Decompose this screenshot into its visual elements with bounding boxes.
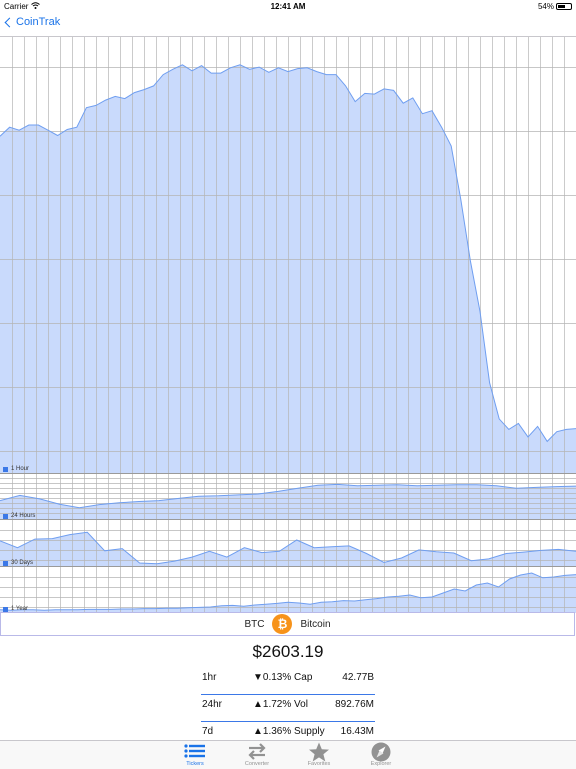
stat-change: ▼0.13% Cap xyxy=(253,672,313,683)
battery-icon xyxy=(556,3,572,10)
coin-price: $2603.19 xyxy=(252,642,324,661)
chart-30-days-legend: 30 Days xyxy=(3,560,33,566)
chart-grid xyxy=(0,567,576,613)
navigation-bar: CoinTrak xyxy=(0,12,576,37)
carrier-label: Carrier xyxy=(4,2,40,11)
stats-table: 1hr ▼0.13% Cap 42.77B 24hr ▲1.72% Vol 89… xyxy=(201,668,375,748)
battery-percent: 54% xyxy=(537,2,554,11)
stat-value: 892.76M xyxy=(335,699,374,710)
stat-change: ▲1.36% Supply xyxy=(253,726,325,737)
tab-bar: Tickers Converter Favorites Explorer xyxy=(0,740,576,769)
chart-1-hour-svg xyxy=(0,37,576,473)
series-area xyxy=(0,573,576,613)
coin-name: Bitcoin xyxy=(300,618,331,630)
arrows-icon xyxy=(246,742,268,765)
tab-label: Converter xyxy=(244,761,270,767)
chart-grid xyxy=(0,520,576,567)
tab-converter[interactable]: Converter xyxy=(227,741,287,769)
bitcoin-logo-icon: ₿ xyxy=(272,614,293,634)
series-line xyxy=(0,531,576,565)
back-button[interactable]: CoinTrak xyxy=(4,16,61,28)
legend-swatch xyxy=(3,466,8,472)
chart-1-year[interactable]: 1 Year xyxy=(0,566,576,613)
series-area xyxy=(0,64,576,473)
chart-24-hours[interactable]: 24 Hours xyxy=(0,473,576,520)
chevron-left-icon xyxy=(4,17,15,28)
chart-1-hour[interactable]: 1 Hour xyxy=(0,37,576,473)
stat-period: 7d xyxy=(202,726,214,737)
chart-1-year-legend: 1 Year xyxy=(3,606,28,612)
tab-label: Tickers xyxy=(186,761,204,767)
chart-24-hours-legend: 24 Hours xyxy=(3,513,35,519)
series-area xyxy=(0,532,576,567)
coin-header: BTC ₿ Bitcoin xyxy=(0,612,575,636)
chart-grid xyxy=(0,474,576,520)
star-icon xyxy=(308,742,330,767)
chart-30-days[interactable]: 30 Days xyxy=(0,519,576,567)
tab-explorer[interactable]: Explorer xyxy=(351,741,411,769)
stat-value: 42.77B xyxy=(342,672,374,683)
status-bar: Carrier 12:41 AM 54% xyxy=(0,0,576,12)
stat-row: 7d ▲1.36% Supply 16.43M xyxy=(201,722,375,748)
list-icon xyxy=(184,742,206,765)
legend-swatch xyxy=(3,560,8,566)
wifi-icon xyxy=(30,2,40,11)
series-line xyxy=(0,64,576,443)
chart-1-year-svg xyxy=(0,567,576,613)
stat-period: 1hr xyxy=(202,672,217,683)
stat-value: 16.43M xyxy=(340,726,374,737)
stat-row: 1hr ▼0.13% Cap 42.77B xyxy=(201,668,375,695)
tab-tickers[interactable]: Tickers xyxy=(165,741,225,769)
series-line xyxy=(0,572,576,611)
series-line xyxy=(0,483,576,509)
stat-period: 24hr xyxy=(202,699,223,710)
tab-label: Explorer xyxy=(370,761,392,767)
legend-swatch xyxy=(3,513,8,519)
battery-level xyxy=(558,5,566,8)
chart-1-hour-legend: 1 Hour xyxy=(3,466,29,472)
back-button-label: CoinTrak xyxy=(16,16,61,28)
tab-label: Favorites xyxy=(307,761,331,767)
chart-grid xyxy=(0,37,576,473)
legend-swatch xyxy=(3,606,8,612)
stat-row: 24hr ▲1.72% Vol 892.76M xyxy=(201,695,375,722)
coin-symbol: BTC xyxy=(244,618,265,630)
battery-indicator: 54% xyxy=(538,2,572,11)
tab-favorites[interactable]: Favorites xyxy=(289,741,349,769)
chart-24-hours-svg xyxy=(0,474,576,520)
chart-30-days-svg xyxy=(0,520,576,567)
clock: 12:41 AM xyxy=(270,2,306,11)
compass-icon xyxy=(370,742,392,767)
stat-change: ▲1.72% Vol xyxy=(253,699,308,710)
